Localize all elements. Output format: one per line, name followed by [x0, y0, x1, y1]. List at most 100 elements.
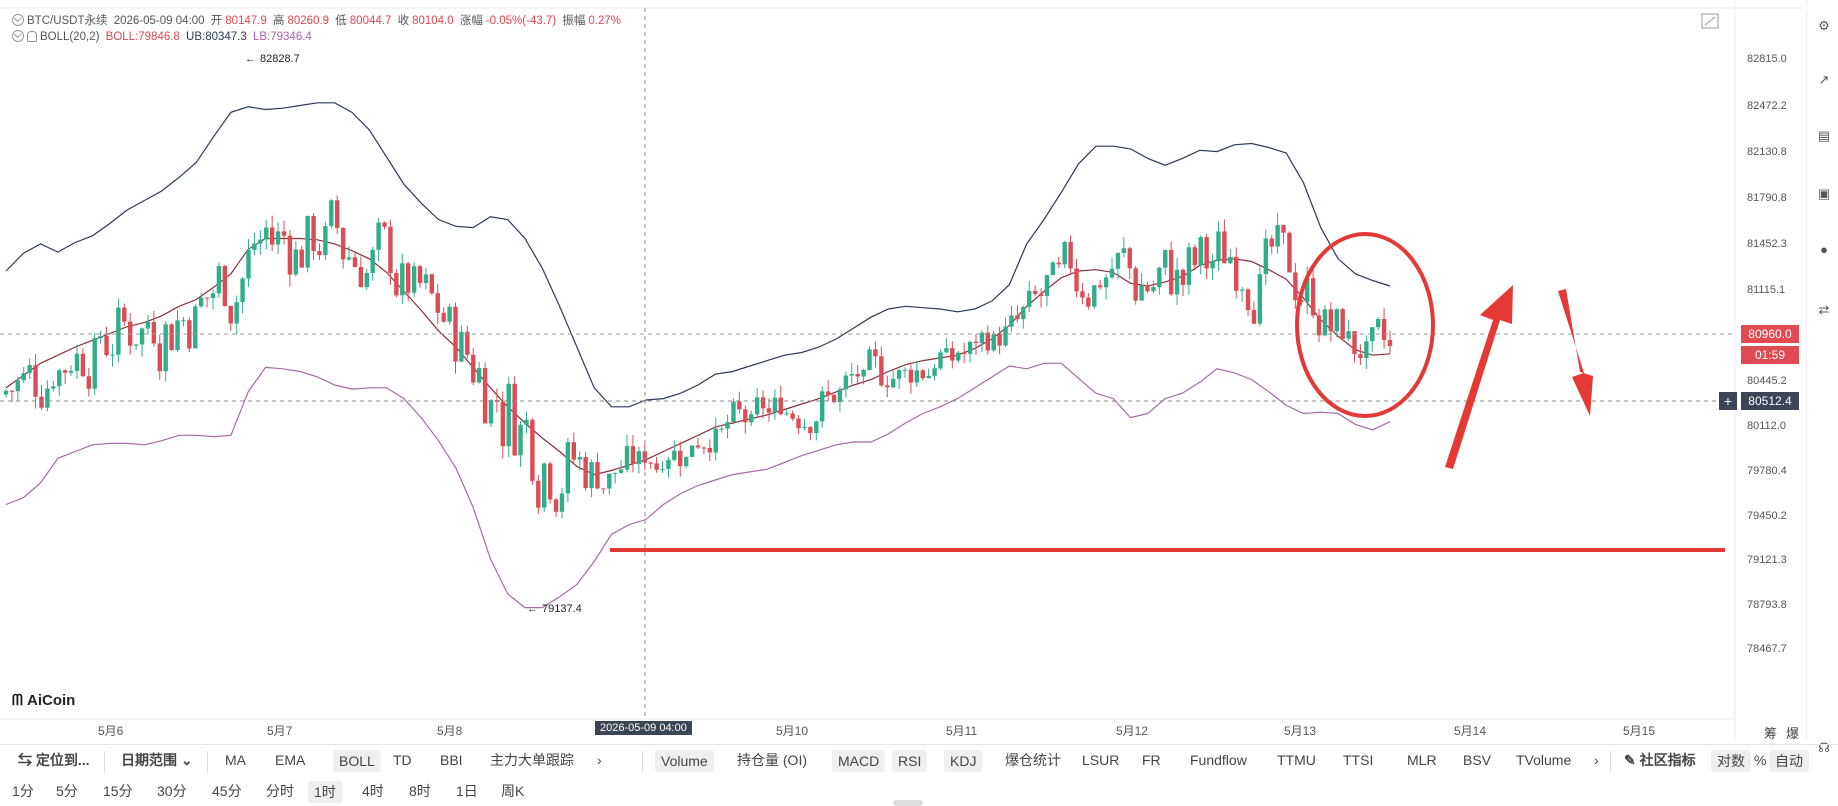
candle: [820, 386, 825, 428]
indicator-12[interactable]: BSV: [1463, 752, 1492, 768]
candle: [908, 364, 914, 394]
candle: [902, 367, 908, 378]
interval-5[interactable]: 分时: [266, 783, 294, 799]
auto-scale-toggle[interactable]: 自动: [1769, 750, 1809, 772]
candle-body: [15, 380, 21, 392]
candle-body: [1056, 262, 1061, 265]
indicator-8[interactable]: Fundflow: [1190, 752, 1247, 768]
collapse-icon[interactable]: [12, 14, 24, 26]
candle: [335, 195, 340, 235]
candle-body: [796, 418, 801, 429]
candle-body: [530, 419, 535, 481]
indicator-9[interactable]: TTMU: [1277, 752, 1316, 768]
candle-body: [1032, 290, 1038, 295]
interval-8[interactable]: 8时: [409, 783, 431, 799]
indicator-0[interactable]: Volume: [655, 750, 714, 772]
collapse-icon[interactable]: [12, 30, 24, 42]
chip-label[interactable]: 筹: [1764, 726, 1778, 741]
candle-body: [258, 239, 263, 244]
indicator-1[interactable]: EMA: [275, 752, 306, 768]
interval-2[interactable]: 15分: [103, 783, 133, 799]
interval-1[interactable]: 5分: [56, 783, 78, 799]
bell-icon[interactable]: [27, 31, 37, 42]
panel-icon[interactable]: ▤: [1817, 128, 1831, 143]
candle: [1239, 286, 1245, 302]
interval-0[interactable]: 1分: [12, 783, 34, 799]
interval-10[interactable]: 周K: [501, 783, 525, 799]
indicator-4[interactable]: BBI: [440, 752, 463, 768]
candle-body: [1151, 287, 1156, 292]
candle-body: [707, 447, 713, 453]
candle: [1109, 257, 1115, 279]
more-main-chevron-icon[interactable]: ›: [597, 752, 602, 768]
candle-body: [68, 370, 74, 373]
candle: [849, 362, 854, 385]
more-sub-chevron-icon[interactable]: ›: [1594, 752, 1599, 768]
indicator-6[interactable]: LSUR: [1082, 752, 1120, 768]
indicator-2[interactable]: MACD: [832, 750, 886, 772]
interval-3[interactable]: 30分: [157, 783, 187, 799]
candle: [979, 330, 985, 353]
trend-icon[interactable]: ↗: [1818, 72, 1830, 87]
indicator-4[interactable]: KDJ: [944, 750, 983, 772]
indicator-10[interactable]: TTSI: [1343, 752, 1374, 768]
boll-name[interactable]: BOLL(20,2): [40, 31, 100, 43]
community-indicators-button[interactable]: ✎ 社区指标: [1624, 745, 1696, 775]
candle: [506, 376, 511, 458]
candle-body: [1186, 247, 1192, 285]
indicator-11[interactable]: MLR: [1407, 752, 1437, 768]
locate-button[interactable]: ⇆ 定位到...: [18, 745, 90, 775]
liquidation-label[interactable]: 爆: [1786, 726, 1800, 741]
log-scale-toggle[interactable]: 对数: [1711, 750, 1751, 772]
candle: [92, 332, 97, 395]
add-alert-plus-icon[interactable]: +: [1719, 392, 1737, 410]
indicator-13[interactable]: TVolume: [1516, 752, 1572, 768]
btp-icon[interactable]: ▣: [1817, 186, 1831, 201]
candle-body: [1204, 237, 1209, 269]
candle: [269, 215, 275, 252]
interval-9[interactable]: 1日: [456, 783, 478, 799]
candlestick-plot[interactable]: ← 82828.7 ← 79137.4: [0, 0, 1838, 740]
candle-body: [370, 249, 375, 274]
indicator-2[interactable]: BOLL: [333, 750, 381, 772]
price-tick: 81115.1: [1747, 283, 1786, 296]
settings-icon[interactable]: ⚙: [1818, 18, 1830, 33]
indicator-1[interactable]: 持仓量 (OI): [737, 752, 807, 768]
candle-body: [269, 227, 275, 245]
candle-body: [358, 266, 364, 288]
candle: [825, 380, 831, 402]
price-tick: 81452.3: [1747, 237, 1787, 250]
candle-body: [873, 349, 878, 357]
indicator-5[interactable]: 爆仓统计: [1005, 752, 1061, 768]
candle-body: [518, 424, 523, 456]
candle-body: [1334, 309, 1339, 332]
resize-handle[interactable]: [893, 800, 923, 806]
candle-body: [908, 369, 914, 383]
date-range-button[interactable]: 日期范围 ⌄: [121, 745, 193, 775]
indicator-3[interactable]: TD: [393, 752, 412, 768]
swap-icon[interactable]: ⇄: [1818, 302, 1830, 317]
indicator-3[interactable]: RSI: [892, 750, 928, 772]
interval-7[interactable]: 4时: [362, 783, 384, 799]
indicator-5[interactable]: 主力大单跟踪: [490, 752, 574, 768]
indicator-7[interactable]: FR: [1142, 752, 1161, 768]
interval-4[interactable]: 45分: [212, 783, 242, 799]
candle: [459, 325, 464, 363]
price-tick: 80445.2: [1747, 374, 1787, 387]
percent-scale-toggle[interactable]: %: [1754, 752, 1767, 768]
robot-icon[interactable]: ●: [1820, 242, 1828, 257]
headset-icon[interactable]: ☊: [1818, 740, 1830, 755]
logo-icon: ᗰ: [12, 692, 27, 709]
candle: [1293, 263, 1298, 309]
candle: [719, 427, 724, 433]
time-tick: 5月14: [1454, 724, 1487, 738]
low-value: 80044.7: [349, 15, 392, 27]
candle-body: [678, 450, 683, 467]
price-chart[interactable]: ← 82828.7 ← 79137.4 BTC/USDT永续 2026-05-0…: [0, 0, 1838, 740]
candle-body: [1281, 225, 1286, 233]
candle-body: [1192, 247, 1198, 266]
interval-6[interactable]: 1时: [308, 781, 342, 803]
candle: [559, 487, 565, 519]
indicator-0[interactable]: MA: [225, 752, 246, 768]
candle: [423, 267, 429, 290]
